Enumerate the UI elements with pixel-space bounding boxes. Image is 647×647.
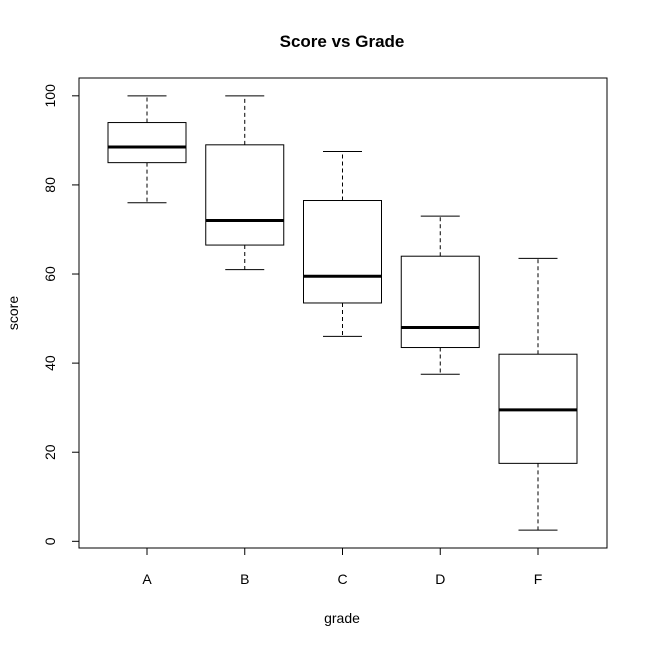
- y-tick-label: 100: [42, 84, 58, 108]
- box-series: [107, 95, 578, 531]
- y-tick-label: 0: [42, 537, 58, 545]
- box-B: [205, 95, 285, 271]
- y-tick-label: 80: [42, 177, 58, 193]
- box-A: [107, 95, 187, 204]
- iqr-box: [303, 200, 382, 304]
- x-tick-label: A: [142, 571, 152, 587]
- iqr-box: [205, 144, 285, 246]
- y-axis-label: score: [5, 296, 21, 330]
- y-tick-label: 40: [42, 355, 58, 371]
- x-tick-label: F: [534, 571, 543, 587]
- x-tick-label: D: [435, 571, 445, 587]
- box-C: [303, 151, 382, 337]
- x-tick-label: C: [337, 571, 347, 587]
- y-tick-label: 60: [42, 266, 58, 282]
- iqr-box: [400, 255, 480, 349]
- x-tick-label: B: [240, 571, 249, 587]
- iqr-box: [107, 122, 187, 164]
- box-D: [400, 215, 480, 375]
- chart-title: Score vs Grade: [280, 32, 405, 51]
- y-axis: 0 20 40 60 80 100: [42, 84, 80, 545]
- x-axis-label: grade: [324, 610, 360, 626]
- box-F: [498, 257, 578, 531]
- y-tick-label: 20: [42, 444, 58, 460]
